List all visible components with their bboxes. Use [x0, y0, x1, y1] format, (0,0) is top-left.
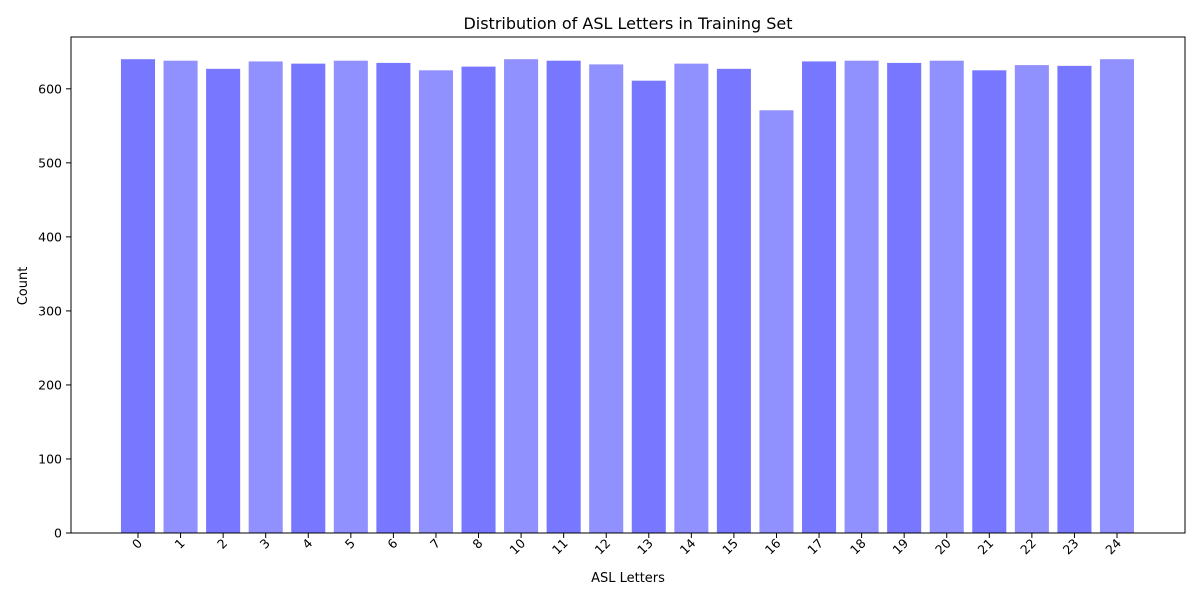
x-tick-label: 10 — [506, 535, 528, 557]
x-tick-label: 4 — [299, 535, 315, 551]
bars-group — [120, 59, 1135, 534]
bar-5 — [333, 60, 368, 533]
bar-4 — [291, 63, 326, 534]
x-tick-label: 8 — [469, 535, 485, 551]
x-tick-label: 19 — [889, 535, 911, 557]
bar-10 — [504, 59, 539, 534]
bar-15 — [716, 68, 751, 533]
bar-16 — [759, 110, 794, 533]
bar-6 — [376, 62, 411, 533]
y-axis-ticks: 0 100 200 300 400 500 600 — [38, 81, 71, 541]
bar-2 — [206, 68, 241, 533]
plot-frame — [70, 36, 1186, 534]
x-tick-label: 22 — [1017, 536, 1039, 558]
bar-24 — [1099, 59, 1135, 534]
x-tick-label: 15 — [719, 536, 741, 558]
y-tick-label: 200 — [38, 377, 62, 392]
bar-13 — [631, 80, 666, 534]
bar-21 — [972, 70, 1007, 533]
bar-3 — [248, 61, 283, 534]
bar-0 — [120, 59, 156, 534]
bar-22 — [1014, 65, 1049, 533]
bar-8 — [461, 66, 496, 534]
x-tick-label: 14 — [677, 535, 699, 557]
x-tick-label: 5 — [342, 536, 358, 552]
x-tick-label: 2 — [214, 536, 230, 552]
bar-7 — [418, 70, 453, 533]
x-axis-label: ASL Letters — [591, 571, 665, 586]
chart-title: Distribution of ASL Letters in Training … — [463, 14, 792, 33]
x-tick-label: 24 — [1102, 535, 1124, 557]
x-tick-label: 13 — [634, 536, 656, 558]
x-tick-label: 3 — [257, 536, 273, 552]
x-axis-ticks: 0 1 2 3 4 5 6 7 8 10 11 12 13 14 15 16 17 18 19 20 21 22 23 24 — [129, 533, 1124, 557]
x-tick-label: 6 — [384, 535, 400, 551]
x-tick-label: 1 — [171, 536, 187, 552]
y-tick-label: 0 — [54, 526, 62, 541]
y-tick-label: 600 — [38, 81, 62, 96]
bar-20 — [929, 60, 964, 533]
y-axis-label: Count — [16, 267, 31, 306]
y-tick-label: 400 — [38, 229, 62, 244]
y-tick-label: 500 — [38, 155, 62, 170]
x-tick-label: 17 — [804, 536, 826, 558]
bar-17 — [802, 61, 837, 534]
bar-14 — [674, 63, 709, 534]
x-tick-label: 18 — [847, 535, 869, 557]
x-tick-label: 23 — [1060, 536, 1082, 558]
bar-19 — [887, 62, 922, 533]
x-tick-label: 20 — [932, 535, 954, 557]
x-tick-label: 7 — [427, 536, 443, 552]
bar-23 — [1057, 65, 1092, 534]
bar-12 — [589, 64, 624, 533]
x-tick-label: 0 — [129, 535, 145, 551]
x-tick-label: 16 — [762, 535, 784, 557]
x-tick-label: 11 — [549, 536, 571, 558]
x-tick-label: 21 — [975, 536, 997, 558]
y-tick-label: 300 — [38, 303, 62, 318]
bar-11 — [546, 60, 581, 533]
bar-18 — [844, 60, 879, 533]
y-tick-label: 100 — [38, 451, 62, 466]
x-tick-label: 12 — [591, 536, 613, 558]
bar-1 — [163, 60, 198, 533]
